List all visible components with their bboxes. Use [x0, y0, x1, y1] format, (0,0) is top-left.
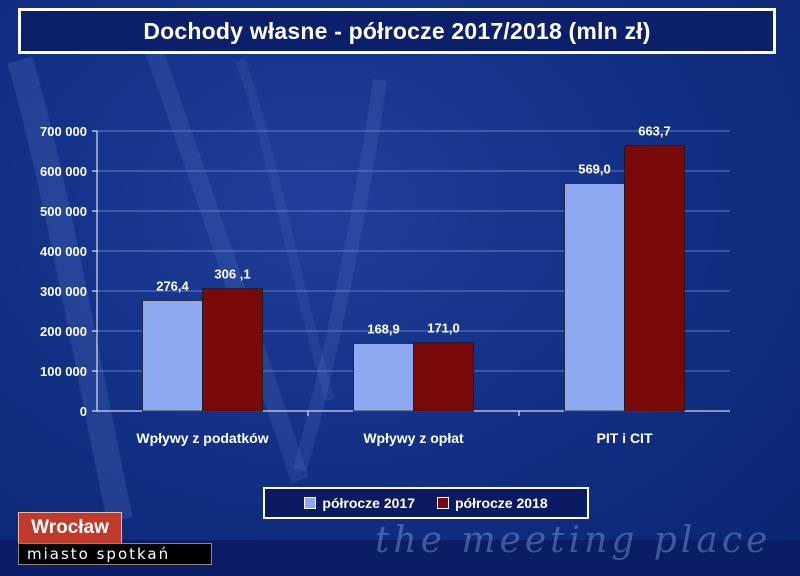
legend: półrocze 2017 półrocze 2018 [263, 487, 589, 519]
legend-label-2018: półrocze 2018 [455, 495, 548, 511]
bar-2018 [624, 145, 685, 412]
data-label: 168,9 [367, 321, 400, 336]
bar-2018 [413, 342, 474, 412]
tagline-english: the meeting place [375, 520, 772, 561]
legend-label-2017: półrocze 2017 [322, 495, 415, 511]
labels-layer: 0 100 000 200 000 300 000 400 000 500 000 600 … [40, 124, 671, 446]
data-label: 569,0 [578, 161, 611, 176]
legend-item-2018: półrocze 2018 [437, 495, 548, 511]
y-tick-label: 700 000 [40, 124, 87, 139]
y-tick-label: 0 [80, 404, 87, 419]
data-label: 171,0 [427, 321, 460, 336]
y-tick-label: 100 000 [40, 364, 87, 379]
bars-layer [142, 145, 685, 412]
legend-item-2017: półrocze 2017 [304, 495, 415, 511]
brand-tagline-polish: miasto spotkań [18, 543, 212, 565]
bar-2018 [202, 288, 263, 412]
data-label: 306 ,1 [214, 267, 250, 282]
y-tick-label: 600 000 [40, 164, 87, 179]
category-label: Wpływy z podatków [136, 430, 268, 446]
bar-2017 [564, 182, 625, 412]
data-label: 663,7 [638, 124, 671, 139]
bar-2017 [142, 300, 203, 412]
y-tick-label: 400 000 [40, 244, 87, 259]
y-tick-label: 200 000 [40, 324, 87, 339]
chart-title: Dochody własne - półrocze 2017/2018 (mln… [143, 17, 651, 44]
category-label: PIT i CIT [597, 430, 653, 446]
data-label: 276,4 [156, 278, 189, 293]
legend-swatch-2018 [437, 497, 449, 509]
bar-2017 [353, 343, 414, 412]
brand-logo-wroclaw: Wrocław [18, 512, 122, 544]
category-label: Wpływy z opłat [363, 430, 464, 446]
legend-swatch-2017 [304, 497, 317, 509]
y-tick-label: 300 000 [40, 284, 87, 299]
y-tick-label: 500 000 [40, 204, 87, 219]
title-box: Dochody własne - półrocze 2017/2018 (mln… [18, 8, 776, 54]
